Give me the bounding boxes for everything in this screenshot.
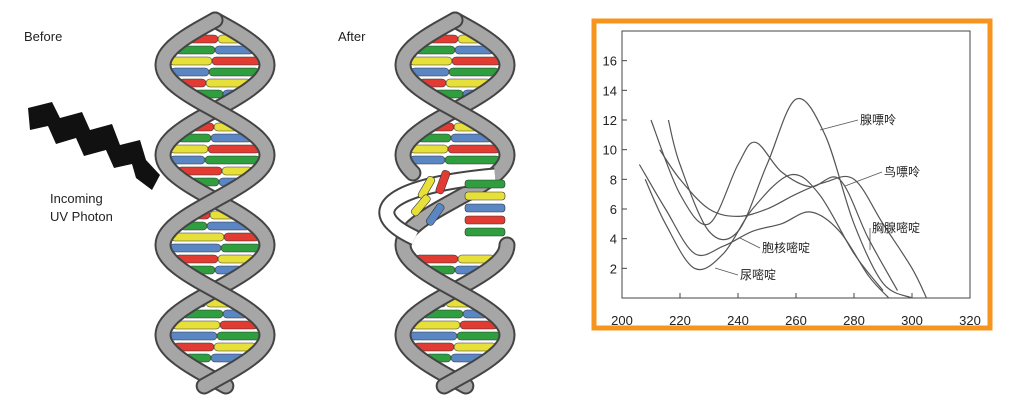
chart: 200 220 240 260 280 300 320 2 4 6 8 10 12 14 16 腺嘌呤鸟嘌呤胸… — [603, 30, 981, 328]
series-label: 腺嘌呤 — [860, 112, 896, 127]
after-label: After — [338, 29, 366, 44]
series-label: 胞核嘧啶 — [762, 241, 810, 255]
y-tick-label: 14 — [603, 83, 617, 98]
base-pair — [220, 243, 262, 253]
x-tick-label: 240 — [727, 313, 749, 328]
x-tick-label: 320 — [959, 313, 981, 328]
before-label: Before — [24, 29, 62, 44]
base-pair — [448, 67, 500, 77]
y-tick-label: 8 — [610, 172, 617, 187]
x-tick-label: 300 — [901, 313, 923, 328]
series-label: 胸腺嘧啶 — [872, 220, 920, 235]
base-pair — [207, 144, 261, 154]
x-tick-label: 280 — [843, 313, 865, 328]
dna-diagram — [154, 11, 516, 395]
x-tick-label: 260 — [785, 313, 807, 328]
base-pair — [464, 203, 506, 213]
y-tick-label: 16 — [603, 54, 617, 69]
x-tick-label: 220 — [669, 313, 691, 328]
label-leader — [844, 171, 883, 187]
photon-label: Incoming — [50, 191, 103, 206]
base-pair — [464, 227, 506, 237]
base-pair — [464, 215, 506, 225]
displaced-base — [410, 194, 431, 217]
base-pair — [211, 56, 261, 66]
y-tick-label: 4 — [610, 232, 617, 247]
series-label: 鸟嘌呤 — [884, 164, 920, 179]
displaced-base — [435, 169, 451, 195]
y-tick-label: 6 — [610, 202, 617, 217]
base-pair — [409, 155, 446, 165]
y-tick-label: 10 — [603, 143, 617, 158]
base-pair — [451, 56, 501, 66]
label-leader — [819, 119, 859, 131]
photon-arrow — [28, 102, 160, 190]
photon-label: UV Photon — [50, 209, 113, 224]
strand — [380, 169, 496, 244]
displaced-base — [425, 203, 445, 226]
series-label: 尿嘧啶 — [740, 268, 776, 282]
base-pair — [408, 331, 458, 341]
base-pair — [168, 243, 222, 253]
y-tick-label: 2 — [610, 261, 617, 276]
base-pair — [464, 179, 506, 189]
base-pair — [409, 56, 453, 66]
strand — [396, 13, 514, 393]
x-tick-label: 200 — [611, 313, 633, 328]
series-line — [644, 173, 884, 291]
base-pair — [168, 331, 218, 341]
base-pair — [169, 155, 206, 165]
displaced-base — [417, 176, 436, 200]
series-line — [650, 119, 899, 291]
label-leader — [714, 267, 739, 276]
base-pair — [464, 191, 506, 201]
base-pair — [447, 144, 501, 154]
strand — [396, 13, 514, 393]
chart-frame — [591, 18, 993, 331]
base-pair — [444, 155, 501, 165]
base-pair — [169, 56, 213, 66]
label-leader — [739, 237, 761, 249]
strand — [156, 13, 274, 393]
base-pair — [208, 67, 260, 77]
series-line — [667, 97, 913, 299]
base-pair — [456, 331, 502, 341]
base-pair — [216, 331, 262, 341]
base-pair — [204, 155, 261, 165]
y-tick-label: 12 — [603, 113, 617, 128]
base-pair — [170, 232, 225, 242]
series-line — [659, 149, 928, 299]
